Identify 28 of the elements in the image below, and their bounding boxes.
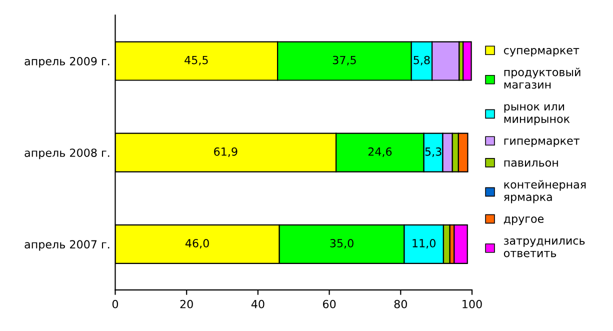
bar — [454, 224, 468, 264]
data-label: 11,0 — [412, 238, 436, 249]
y-tick-label: апрель 2008 г. — [24, 148, 110, 160]
data-label: 61,9 — [214, 147, 238, 157]
data-label: 45,5 — [184, 56, 208, 66]
data-label: 24,6 — [368, 147, 392, 157]
y-tick-label: апрель 2009 г. — [24, 56, 110, 68]
x-tick-label: 20 — [180, 300, 193, 308]
data-label: 35,0 — [330, 238, 354, 249]
legend-label: гипермаркет — [504, 138, 580, 148]
x-tick-label: 100 — [462, 300, 482, 308]
legend-label: рынок или минирынок — [504, 104, 570, 126]
legend-label: павильон — [504, 160, 558, 167]
legend-label: продуктовый магазин — [504, 68, 580, 89]
legend-label: другое — [504, 216, 544, 226]
x-tick-label: 80 — [394, 300, 407, 308]
x-tick-label: 0 — [112, 300, 118, 308]
x-tick-label: 40 — [251, 300, 264, 308]
data-label: 37,5 — [332, 56, 356, 66]
x-tick-label: 60 — [323, 300, 336, 308]
legend-label: супермаркет — [504, 48, 580, 57]
data-label: 46,0 — [185, 238, 209, 249]
bar — [462, 41, 472, 81]
legend-label: затруднились ответить — [504, 238, 585, 258]
data-label: 5,8 — [414, 56, 430, 66]
y-tick-label: апрель 2007 г. — [24, 240, 110, 251]
legend-label: контейнерная ярмарка — [504, 180, 586, 204]
data-label: 5,3 — [425, 147, 442, 157]
